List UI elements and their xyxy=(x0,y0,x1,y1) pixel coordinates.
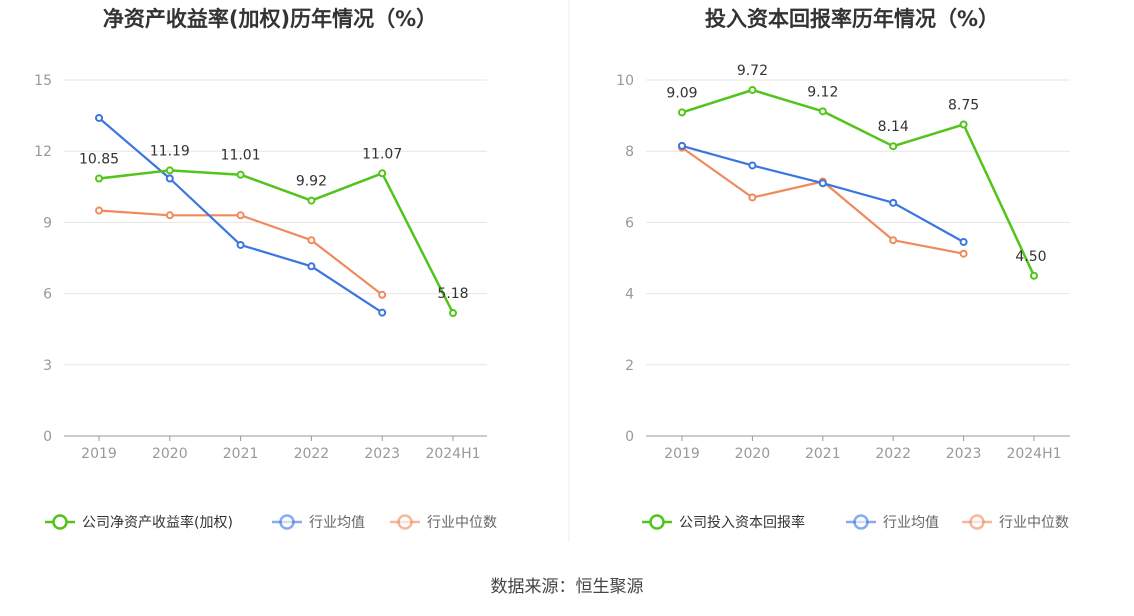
legend-marker xyxy=(52,514,68,530)
data-point-industry_avg xyxy=(378,308,387,317)
roic-chart: 投入资本回报率历年情况（%） 0 2 4 6 8 10 2019 2020 2021 2022 202… xyxy=(616,7,1070,531)
data-label: 8.75 xyxy=(948,98,979,114)
data-point-industry_avg xyxy=(748,161,757,170)
legend-label: 行业中位数 xyxy=(999,515,1069,531)
x-tick-label: 2019 xyxy=(81,446,117,462)
data-label: 4.50 xyxy=(1015,249,1046,265)
chart-title: 净资产收益率(加权)历年情况（%） xyxy=(103,7,437,31)
data-point-company xyxy=(1030,271,1038,280)
legend-item-company[interactable]: 公司投入资本回报率 xyxy=(642,514,805,531)
data-point-industry_median xyxy=(959,249,968,258)
x-tick-label: 2020 xyxy=(152,446,188,462)
y-tick-label: 15 xyxy=(34,73,52,89)
data-point-company xyxy=(95,174,103,183)
x-tick-label: 2021 xyxy=(805,446,841,462)
legend-marker xyxy=(969,514,985,530)
y-tick-label: 12 xyxy=(34,144,52,160)
x-tick-label: 2019 xyxy=(664,446,700,462)
data-label: 10.85 xyxy=(79,151,119,167)
data-point-industry_median xyxy=(307,236,316,245)
y-tick-label: 4 xyxy=(625,287,634,303)
data-label: 9.09 xyxy=(666,85,697,101)
legend-label: 公司净资产收益率(加权) xyxy=(82,514,233,531)
data-point-industry_median xyxy=(378,290,387,299)
data-point-industry_avg xyxy=(307,262,316,271)
data-point-industry_median xyxy=(165,211,174,220)
data-point-company xyxy=(889,142,898,151)
legend-item-company[interactable]: 公司净资产收益率(加权) xyxy=(45,514,233,531)
data-label: 11.19 xyxy=(150,143,190,159)
data-point-company xyxy=(307,196,316,205)
data-point-industry_avg xyxy=(818,179,827,188)
x-tick-label: 2020 xyxy=(735,446,771,462)
data-point-industry_median xyxy=(95,206,103,215)
data-point-industry_avg xyxy=(236,240,245,249)
data-point-company xyxy=(748,85,757,94)
x-tick-label: 2022 xyxy=(875,446,911,462)
data-label: 8.14 xyxy=(878,119,909,135)
legend-label: 公司投入资本回报率 xyxy=(679,514,805,531)
data-point-industry_median xyxy=(889,236,898,245)
legend-item-industry_avg[interactable]: 行业均值 xyxy=(272,514,365,531)
y-tick-label: 6 xyxy=(625,215,634,231)
roe-chart: 净资产收益率(加权)历年情况（%） 0 3 6 9 12 15 2019 2020 2021 202… xyxy=(34,7,497,531)
legend-item-industry_median[interactable]: 行业中位数 xyxy=(390,514,497,531)
x-tick-label: 2024H1 xyxy=(1006,446,1061,462)
data-point-industry_median xyxy=(748,193,757,202)
y-tick-label: 2 xyxy=(625,358,634,374)
data-label: 11.01 xyxy=(221,148,261,164)
x-tick-label: 2022 xyxy=(294,446,330,462)
series-line-company xyxy=(681,88,1036,277)
data-point-company xyxy=(378,169,387,178)
data-point-industry_avg xyxy=(889,198,898,207)
data-point-company xyxy=(236,170,245,179)
legend-marker xyxy=(279,514,295,530)
data-point-company xyxy=(678,108,686,117)
data-point-industry_avg xyxy=(678,141,686,150)
chart-title: 投入资本回报率历年情况（%） xyxy=(705,7,999,31)
data-point-industry_avg xyxy=(165,174,174,183)
data-source-label: 数据来源：恒生聚源 xyxy=(491,577,644,597)
y-tick-label: 6 xyxy=(43,287,52,303)
x-tick-label: 2023 xyxy=(364,446,400,462)
legend-marker xyxy=(649,514,665,530)
data-label: 11.07 xyxy=(362,146,402,162)
data-point-company xyxy=(449,309,457,318)
y-tick-label: 10 xyxy=(616,73,634,89)
x-tick-label: 2023 xyxy=(946,446,982,462)
data-point-industry_avg xyxy=(95,113,103,122)
data-point-industry_median xyxy=(236,211,245,220)
legend-item-industry_median[interactable]: 行业中位数 xyxy=(962,514,1069,531)
data-label: 9.12 xyxy=(807,84,838,100)
data-point-company xyxy=(959,120,968,129)
data-point-industry_avg xyxy=(959,237,968,246)
legend-item-industry_avg[interactable]: 行业均值 xyxy=(846,514,939,531)
x-tick-label: 2021 xyxy=(223,446,259,462)
data-label: 9.72 xyxy=(737,63,768,79)
legend-label: 行业均值 xyxy=(883,515,939,531)
y-tick-label: 0 xyxy=(43,429,52,445)
series-line-industry_median xyxy=(98,209,383,296)
data-label: 9.92 xyxy=(296,174,327,190)
legend-label: 行业均值 xyxy=(309,515,365,531)
series-line-industry_median xyxy=(681,146,964,255)
legend-label: 行业中位数 xyxy=(427,515,497,531)
data-point-company xyxy=(165,166,174,175)
legend-marker xyxy=(853,514,869,530)
series-line-company xyxy=(98,169,455,314)
x-tick-label: 2024H1 xyxy=(425,446,480,462)
data-point-company xyxy=(818,107,827,116)
y-tick-label: 3 xyxy=(43,358,52,374)
series-line-industry_avg xyxy=(681,144,965,243)
legend-marker xyxy=(397,514,413,530)
y-tick-label: 8 xyxy=(625,144,634,160)
y-tick-label: 9 xyxy=(43,215,52,231)
y-tick-label: 0 xyxy=(625,429,634,445)
data-label: 5.18 xyxy=(437,286,468,302)
